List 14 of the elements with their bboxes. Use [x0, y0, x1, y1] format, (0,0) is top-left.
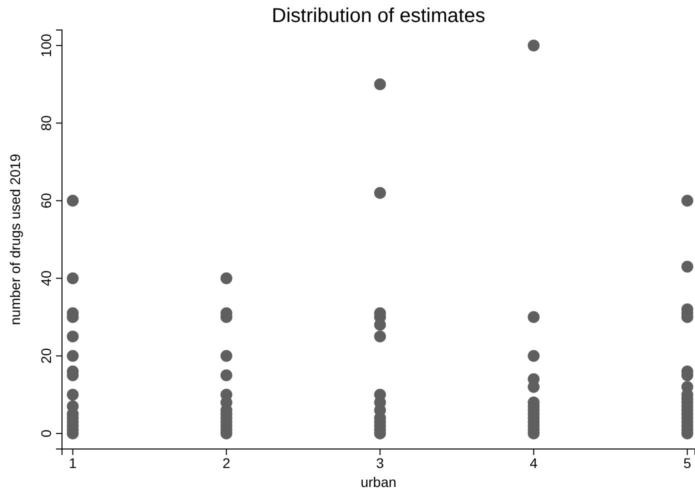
- x-tick-label: 2: [222, 454, 230, 471]
- x-axis-title: urban: [360, 474, 396, 490]
- y-tick-label: 80: [38, 115, 54, 131]
- y-tick-label: 100: [38, 34, 54, 58]
- x-tick-label: 4: [530, 454, 538, 471]
- chart-title: Distribution of estimates: [272, 5, 486, 27]
- x-tick-label: 5: [683, 454, 692, 471]
- x-tick-label: 1: [68, 454, 77, 471]
- x-tick-label: 3: [376, 454, 384, 471]
- y-axis-title: number of drugs used 2019: [7, 154, 23, 326]
- y-tick-label: 60: [38, 192, 54, 208]
- y-tick-label: 0: [38, 429, 54, 438]
- y-tick-label: 20: [38, 348, 54, 364]
- y-tick-label: 40: [38, 270, 54, 286]
